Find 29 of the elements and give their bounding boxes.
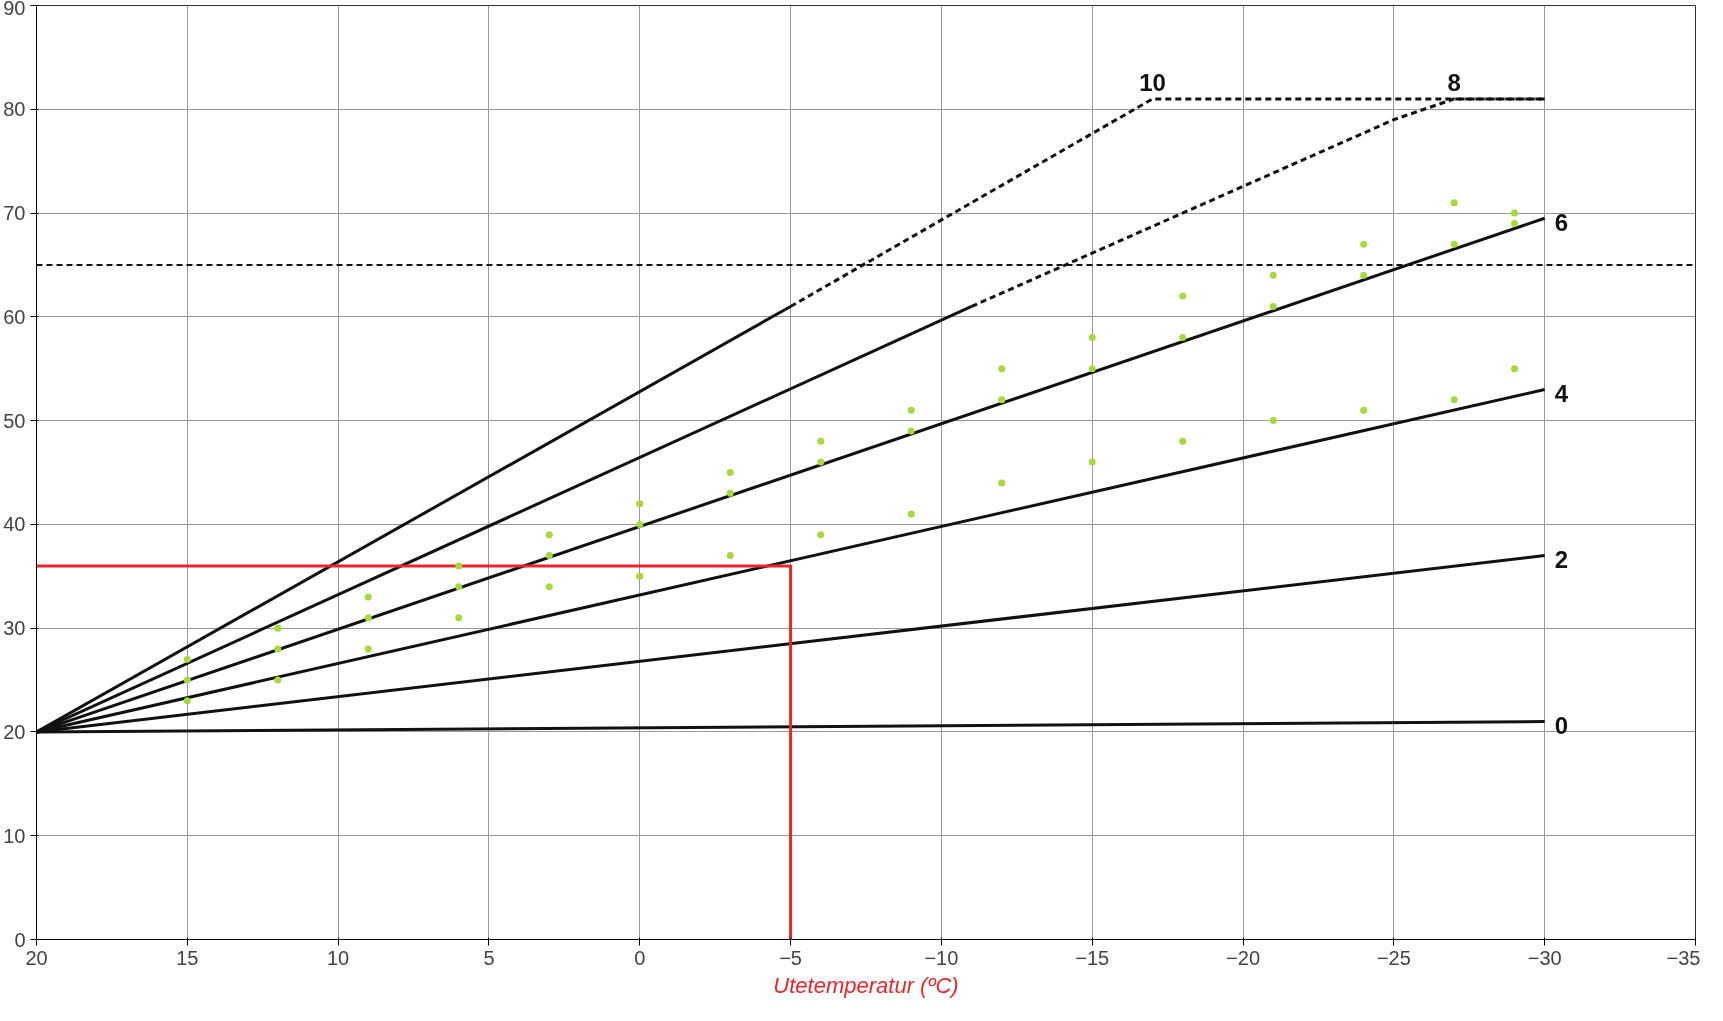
x-tick-label: −5 <box>779 946 802 969</box>
x-tick-label: 20 <box>25 946 48 969</box>
y-tick-label: 50 <box>3 409 26 432</box>
y-tick-label: 30 <box>3 617 26 640</box>
y-tick-label: 80 <box>3 98 26 121</box>
series-label: 0 <box>1554 712 1569 740</box>
y-tick-label: 40 <box>3 513 26 536</box>
x-tick-label: −15 <box>1075 946 1110 969</box>
series-label: 8 <box>1447 68 1461 96</box>
x-axis-title: Utetemperatur (ºC) <box>773 972 959 998</box>
x-tick-label: 0 <box>634 946 646 969</box>
series-label: 10 <box>1139 68 1166 96</box>
series-label: 6 <box>1554 208 1569 236</box>
series-label: 2 <box>1554 546 1569 574</box>
series-label: 4 <box>1554 379 1569 407</box>
y-tick-label: 90 <box>3 0 26 19</box>
x-tick-label: −20 <box>1226 946 1261 969</box>
y-tick-label: 60 <box>3 305 26 328</box>
y-tick-label: 70 <box>3 202 26 225</box>
x-tick-label: −10 <box>924 946 959 969</box>
x-tick-label: 15 <box>176 946 199 969</box>
y-tick-label: 10 <box>3 824 26 847</box>
x-tick-label: −35 <box>1666 946 1701 969</box>
y-tick-label: 20 <box>3 720 26 743</box>
x-tick-label: 5 <box>483 946 495 969</box>
x-tick-label: −25 <box>1376 946 1411 969</box>
y-tick-label: 0 <box>14 928 26 951</box>
x-tick-label: −30 <box>1527 946 1562 969</box>
x-tick-label: 10 <box>327 946 350 969</box>
